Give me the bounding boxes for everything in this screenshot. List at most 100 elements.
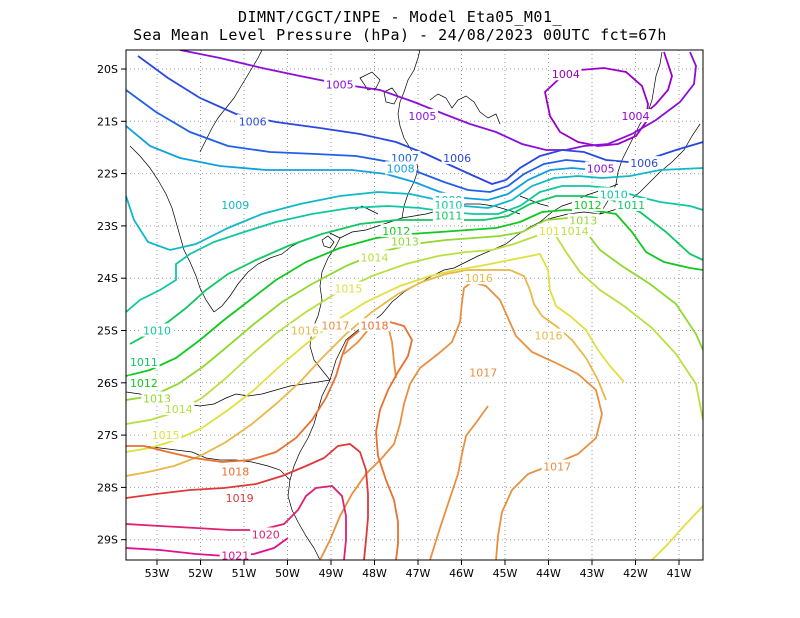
isobar-label-bg: [289, 323, 321, 337]
lat-label: 23S: [97, 220, 118, 233]
isobar-label: 1019: [226, 492, 254, 505]
isobar-label-bg: [467, 365, 499, 379]
isobar-label-bg: [559, 224, 591, 238]
isobar-label-bg: [224, 490, 256, 504]
isobar-label-bg: [163, 401, 195, 415]
isobar-1005: [179, 50, 697, 151]
lon-label: 43W: [580, 567, 605, 580]
lat-label: 22S: [97, 168, 118, 181]
isobar-label-bg: [128, 375, 160, 389]
isobar-label: 1005: [587, 162, 615, 175]
boundary-line: [321, 235, 335, 249]
isobar-1019: [126, 443, 369, 560]
lon-label: 52W: [188, 567, 213, 580]
isobar-1020: [126, 485, 347, 560]
isobar-label: 1005: [408, 110, 436, 123]
isobar-label-bg: [219, 548, 251, 560]
isobar-label: 1020: [252, 528, 280, 541]
isobar-label: 1018: [221, 466, 249, 479]
boundary-line: [329, 123, 701, 381]
isobar-1015: [651, 505, 703, 560]
coastline-and-borders: [126, 50, 701, 560]
isobar-label-bg: [358, 250, 391, 264]
isobar-label-bg: [389, 150, 421, 164]
isobar-label: 1011: [434, 209, 462, 222]
lon-label: 49W: [319, 567, 344, 580]
lon-label: 48W: [362, 567, 387, 580]
isobar-label-bg: [619, 109, 652, 123]
isobar-label: 1017: [321, 319, 349, 332]
lon-label: 51W: [232, 567, 257, 580]
boundary-line: [199, 50, 263, 153]
map-title-line2: Sea Mean Level Pressure (hPa) - 24/08/20…: [133, 26, 667, 44]
isobar-label-bg: [615, 197, 647, 211]
boundary-line: [519, 195, 549, 207]
isobar-label-bg: [441, 150, 473, 164]
lat-label: 27S: [97, 429, 118, 442]
isobar-label-bg: [628, 156, 660, 170]
isobar-1013: [126, 217, 703, 401]
isobar-1011: [129, 195, 703, 345]
isobar-1008: [126, 125, 595, 201]
isobar-1015: [126, 252, 625, 453]
lon-label: 41W: [667, 567, 692, 580]
isobar-label: 1011: [130, 356, 158, 369]
isobar-label-bg: [567, 213, 599, 227]
isobar-label-bg: [237, 114, 269, 128]
lat-label: 24S: [97, 272, 118, 285]
isobar-1009: [126, 167, 703, 251]
isobar-label-bg: [324, 77, 356, 91]
lon-label: 42W: [623, 567, 648, 580]
isobar-label-bg: [141, 323, 173, 337]
isobar-label: 1008: [387, 162, 415, 175]
lat-label: 20S: [97, 63, 118, 76]
isobar-label-bg: [406, 109, 438, 123]
isobar-label: 1021: [221, 549, 249, 562]
boundary-line: [309, 237, 341, 381]
isobar-label: 1011: [617, 199, 645, 212]
isobar-label: 1016: [535, 330, 563, 343]
isobar-label-bg: [585, 161, 617, 175]
isobar-label: 1010: [143, 325, 171, 338]
isobar-label-bg: [572, 197, 604, 211]
isobar-label: 1017: [469, 366, 497, 379]
isobar-1007: [126, 89, 609, 193]
axis-ticks: 53W 52W 51W 50W 49W 48W 47W 46W 45W 44W 43W 42W 41W 2…: [97, 63, 692, 580]
boundary-line: [397, 50, 421, 219]
boundary-line: [129, 145, 215, 313]
lon-label: 45W: [493, 567, 518, 580]
isobar-label-bg: [219, 197, 251, 211]
isobar-1014: [126, 235, 703, 425]
isobar-label-bg: [319, 318, 351, 332]
isobar-label-bg: [150, 428, 182, 442]
lon-label: 47W: [406, 567, 431, 580]
lat-label: 21S: [97, 115, 118, 128]
boundary-line: [383, 87, 399, 105]
isobar-1012: [126, 209, 703, 377]
isobar-label-bg: [380, 224, 412, 238]
isobar-label: 1014: [361, 251, 389, 264]
isobar-label: 1009: [221, 199, 249, 212]
boundary-line: [429, 93, 501, 125]
lat-label: 29S: [97, 534, 118, 547]
isobar-label: 1005: [326, 79, 354, 92]
isobar-label: 1014: [165, 403, 193, 416]
lon-label: 53W: [145, 567, 170, 580]
lon-label: 46W: [449, 567, 474, 580]
isobar-label-bg: [250, 527, 282, 541]
isobar-1016: [126, 269, 607, 477]
isobar-label: 1017: [543, 460, 571, 473]
isobar-label: 1006: [239, 115, 267, 128]
isobar-label-bg: [432, 197, 465, 211]
isobar-label: 1014: [561, 225, 589, 238]
isobar-label: 1012: [574, 199, 602, 212]
isobar-label-bg: [550, 67, 582, 81]
lon-label: 44W: [536, 567, 561, 580]
isobar-label: 1012: [130, 377, 158, 390]
lat-label: 28S: [97, 481, 118, 494]
isobar-1017: [429, 405, 489, 560]
isobar-label: 1016: [291, 325, 319, 338]
isobar-label-bg: [389, 234, 421, 248]
